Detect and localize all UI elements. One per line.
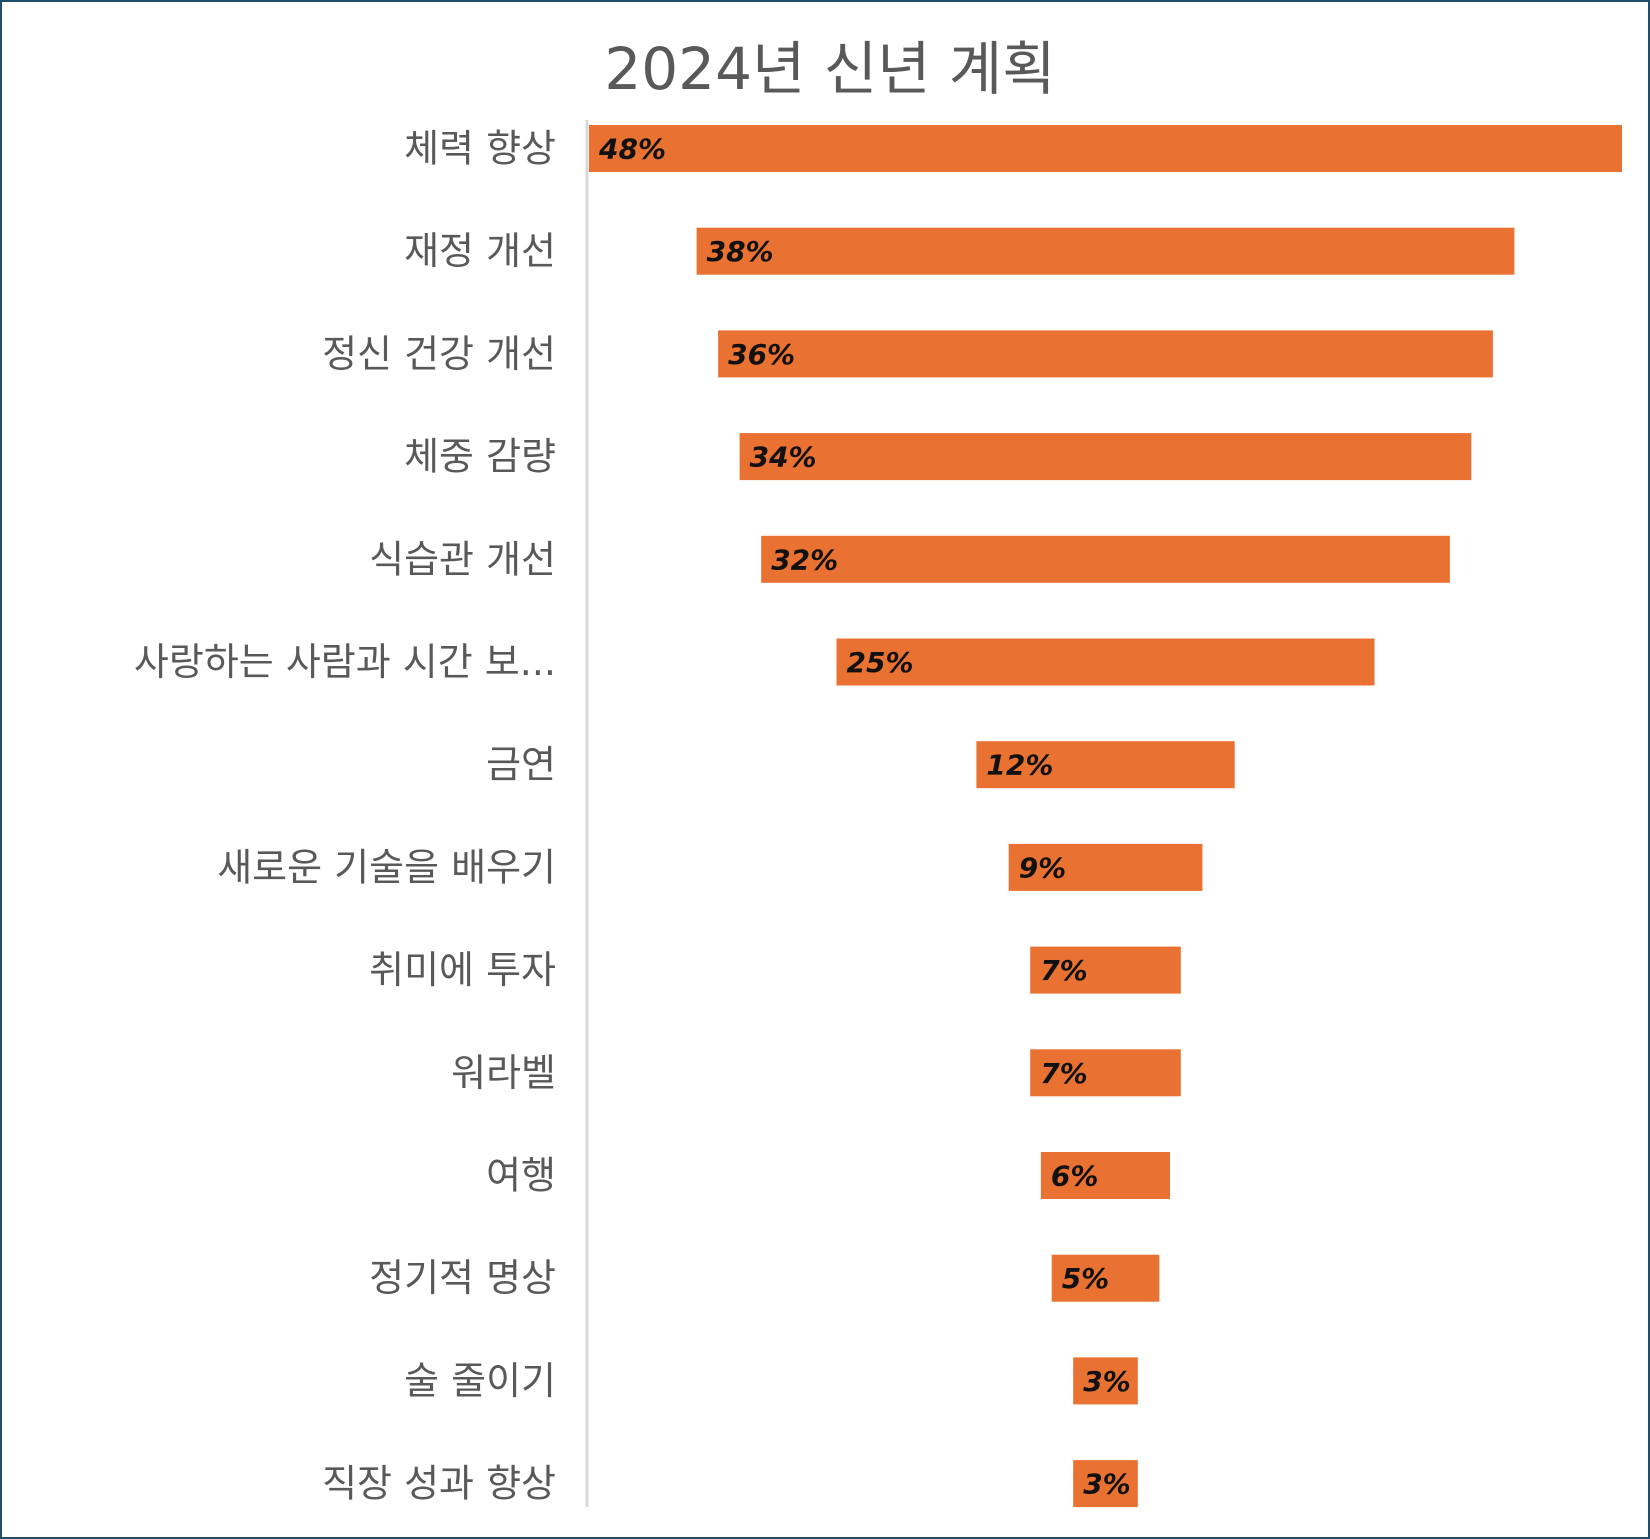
category-label-4: 식습관 개선 [369, 537, 556, 581]
bar-0 [589, 125, 1622, 172]
data-label-3: 34% [750, 441, 817, 474]
data-label-0: 48% [598, 133, 666, 166]
data-label-9: 7% [1040, 1057, 1088, 1090]
category-label-3: 체중 감량 [404, 435, 556, 479]
category-label-10: 여행 [486, 1154, 556, 1198]
bar-9 [1030, 1049, 1181, 1097]
category-label-6: 금연 [486, 743, 556, 787]
bar-8 [1030, 946, 1181, 994]
data-label-8: 7% [1040, 954, 1088, 987]
data-label-7: 9% [1019, 851, 1067, 884]
bar-11 [1051, 1254, 1160, 1302]
bar-2 [718, 330, 1493, 378]
category-label-11: 정기적 명상 [369, 1256, 556, 1300]
data-label-11: 5% [1062, 1262, 1110, 1295]
chart-title: 2024년 신년 계획 [604, 35, 1056, 103]
category-label-13: 직장 성과 향상 [322, 1462, 556, 1506]
category-label-0: 체력 향상 [404, 127, 556, 171]
bar-1 [696, 227, 1515, 275]
category-label-1: 재정 개선 [404, 229, 556, 273]
category-label-12: 술 줄이기 [404, 1359, 556, 1403]
bar-6 [976, 741, 1235, 789]
bar-7 [1008, 843, 1203, 891]
data-label-4: 32% [771, 543, 838, 576]
data-label-12: 3% [1083, 1365, 1131, 1398]
data-label-1: 38% [707, 235, 774, 268]
category-label-5: 사랑하는 사람과 시간 보... [134, 640, 556, 684]
data-label-10: 6% [1051, 1160, 1099, 1193]
bar-10 [1040, 1152, 1170, 1199]
data-label-5: 25% [847, 646, 914, 679]
data-label-13: 3% [1083, 1468, 1131, 1501]
category-label-7: 새로운 기술을 배우기 [217, 845, 556, 889]
data-label-2: 36% [728, 338, 795, 371]
bar-12 [1073, 1357, 1138, 1405]
category-label-2: 정신 건강 개선 [322, 332, 556, 376]
bar-3 [739, 433, 1472, 481]
bar-5 [836, 638, 1375, 686]
data-label-6: 12% [986, 749, 1053, 782]
bar-13 [1073, 1460, 1138, 1508]
category-label-9: 워라벨 [451, 1051, 556, 1095]
bar-4 [761, 535, 1450, 583]
category-label-8: 취미에 투자 [369, 948, 556, 992]
